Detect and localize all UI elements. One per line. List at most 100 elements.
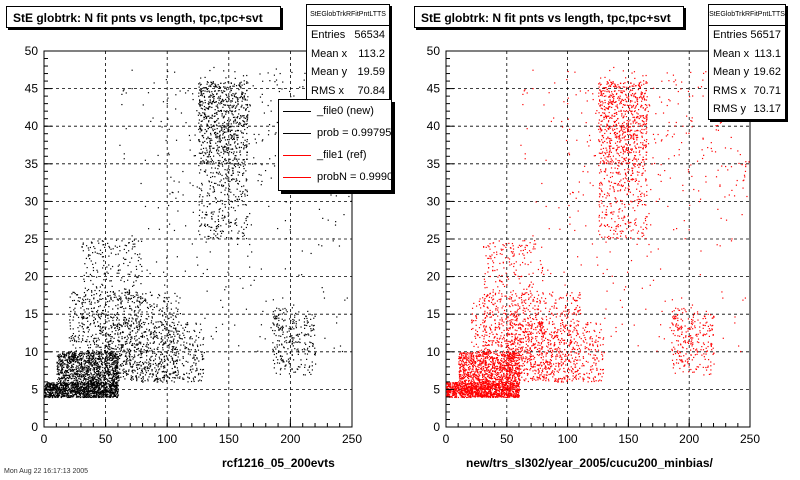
data-point bbox=[201, 152, 203, 154]
data-point bbox=[48, 387, 50, 389]
data-point bbox=[119, 333, 121, 335]
data-point bbox=[87, 374, 89, 376]
data-point bbox=[236, 237, 239, 239]
data-point bbox=[144, 361, 146, 363]
data-point bbox=[157, 207, 159, 209]
data-point bbox=[90, 373, 92, 375]
data-point bbox=[170, 316, 172, 318]
data-point bbox=[234, 118, 236, 120]
data-point bbox=[51, 388, 54, 391]
data-point bbox=[106, 395, 108, 397]
data-point bbox=[308, 350, 310, 352]
data-point bbox=[199, 344, 202, 346]
data-point bbox=[243, 222, 246, 224]
data-point bbox=[89, 299, 91, 301]
data-point bbox=[57, 392, 59, 394]
data-point bbox=[78, 367, 80, 369]
data-point bbox=[108, 344, 110, 346]
data-point bbox=[85, 370, 87, 373]
data-point bbox=[153, 348, 155, 350]
data-point bbox=[235, 92, 237, 94]
data-point bbox=[88, 355, 91, 358]
data-point bbox=[217, 215, 219, 217]
data-point bbox=[184, 337, 186, 339]
data-point bbox=[182, 378, 184, 380]
data-point bbox=[212, 96, 215, 98]
data-point bbox=[87, 378, 89, 380]
data-point bbox=[135, 326, 138, 328]
data-point bbox=[85, 396, 88, 398]
data-point bbox=[165, 139, 167, 142]
data-point bbox=[208, 193, 210, 195]
data-point bbox=[204, 236, 206, 238]
data-point bbox=[113, 362, 115, 364]
data-point bbox=[214, 112, 216, 115]
data-point bbox=[75, 384, 77, 387]
data-point bbox=[98, 351, 101, 354]
data-point bbox=[166, 335, 168, 337]
data-point bbox=[60, 360, 62, 362]
data-point bbox=[86, 369, 89, 371]
data-point bbox=[98, 357, 100, 359]
data-point bbox=[96, 366, 98, 369]
data-point bbox=[68, 369, 70, 371]
data-point bbox=[150, 359, 152, 362]
data-point bbox=[116, 384, 118, 386]
data-point bbox=[272, 322, 274, 324]
data-point bbox=[212, 338, 214, 340]
data-point bbox=[61, 362, 63, 365]
data-point bbox=[212, 213, 214, 215]
data-point bbox=[158, 343, 161, 345]
data-point bbox=[289, 229, 291, 231]
data-point bbox=[251, 251, 253, 253]
data-point bbox=[98, 389, 100, 391]
data-point bbox=[78, 395, 80, 398]
data-point bbox=[68, 387, 70, 389]
data-point bbox=[117, 307, 119, 309]
data-point bbox=[155, 355, 157, 357]
data-point bbox=[268, 130, 270, 132]
data-point bbox=[79, 388, 81, 390]
data-point bbox=[216, 106, 219, 108]
data-point bbox=[276, 323, 279, 325]
data-point bbox=[140, 369, 143, 372]
data-point bbox=[132, 318, 134, 320]
data-point bbox=[100, 366, 102, 368]
data-point bbox=[98, 305, 100, 308]
data-point bbox=[86, 373, 88, 375]
data-point bbox=[226, 178, 228, 180]
data-point bbox=[71, 382, 73, 384]
data-point bbox=[61, 389, 63, 391]
data-point bbox=[233, 95, 236, 98]
data-point bbox=[207, 192, 209, 194]
data-point bbox=[135, 318, 137, 320]
data-point bbox=[137, 329, 139, 331]
data-point bbox=[150, 336, 152, 338]
data-point bbox=[213, 187, 215, 189]
data-point bbox=[239, 117, 241, 120]
data-point bbox=[163, 377, 165, 379]
data-point bbox=[96, 374, 98, 376]
data-point bbox=[292, 337, 294, 339]
data-point bbox=[135, 294, 138, 296]
data-point bbox=[239, 163, 241, 165]
data-point bbox=[65, 383, 68, 385]
data-point bbox=[204, 90, 206, 92]
data-point bbox=[205, 147, 207, 149]
data-point bbox=[107, 317, 109, 319]
data-point bbox=[274, 316, 276, 318]
data-point bbox=[140, 377, 142, 380]
data-point bbox=[72, 316, 75, 318]
data-point bbox=[275, 318, 277, 320]
data-point bbox=[75, 368, 77, 371]
data-point bbox=[285, 325, 287, 327]
data-point bbox=[277, 351, 280, 353]
data-point bbox=[92, 252, 94, 254]
data-point bbox=[225, 173, 227, 175]
data-point bbox=[92, 263, 94, 265]
data-point bbox=[204, 128, 206, 131]
data-point bbox=[160, 321, 162, 323]
data-point bbox=[132, 295, 134, 297]
data-point bbox=[219, 208, 221, 210]
data-point bbox=[131, 336, 133, 338]
